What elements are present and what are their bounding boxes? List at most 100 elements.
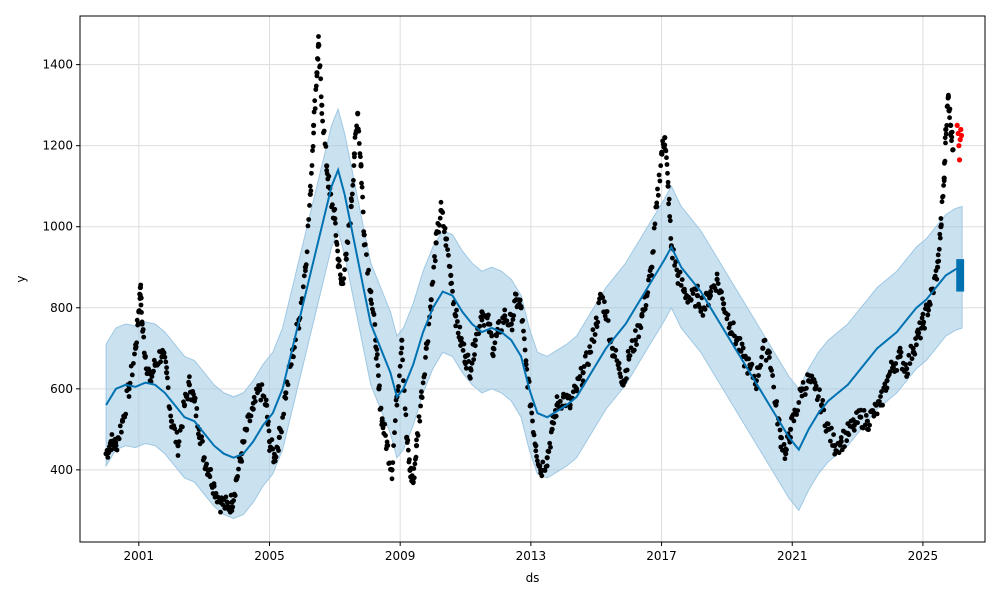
observed-point — [672, 263, 677, 268]
observed-point — [949, 134, 955, 140]
observed-point — [508, 321, 514, 327]
observed-point — [866, 427, 871, 433]
observed-point — [867, 422, 872, 428]
observed-point — [403, 412, 409, 418]
observed-point — [431, 264, 437, 270]
observed-point — [416, 414, 422, 419]
observed-point — [820, 398, 826, 403]
observed-point — [542, 468, 548, 473]
observed-point — [199, 434, 205, 440]
observed-point — [471, 357, 477, 362]
observed-point — [890, 361, 897, 368]
observed-point — [925, 305, 931, 311]
observed-point — [540, 459, 546, 465]
observed-point — [318, 94, 324, 100]
observed-point — [229, 508, 235, 514]
observed-point — [366, 267, 371, 273]
observed-point — [915, 333, 921, 339]
observed-point — [288, 362, 294, 367]
observed-point — [266, 438, 273, 445]
observed-point — [449, 280, 454, 286]
observed-point — [590, 327, 596, 333]
x-tick-label: 2021 — [777, 549, 808, 563]
observed-point — [218, 509, 223, 515]
observed-point — [422, 372, 428, 377]
observed-point — [252, 399, 258, 404]
holdout-point — [954, 122, 960, 128]
observed-point — [760, 345, 766, 351]
observed-point — [651, 249, 656, 254]
observed-point — [137, 284, 143, 291]
observed-point — [659, 151, 665, 157]
observed-point — [593, 321, 599, 327]
observed-point — [922, 325, 927, 331]
observed-point — [453, 313, 459, 319]
observed-point — [317, 63, 323, 69]
observed-point — [390, 460, 396, 465]
observed-point — [936, 258, 942, 264]
observed-point — [307, 183, 313, 189]
y-tick-label: 600 — [50, 382, 73, 396]
observed-point — [211, 483, 217, 489]
observed-point — [862, 422, 868, 428]
observed-point — [369, 301, 374, 306]
observed-point — [842, 444, 847, 449]
observed-point — [878, 394, 883, 399]
observed-point — [861, 408, 867, 413]
observed-point — [770, 373, 775, 378]
observed-point — [384, 443, 390, 449]
observed-point — [773, 402, 779, 408]
observed-point — [935, 264, 941, 270]
observed-point — [800, 380, 806, 385]
observed-point — [643, 303, 649, 308]
observed-point — [276, 434, 282, 440]
observed-point — [359, 184, 365, 190]
observed-point — [428, 297, 434, 303]
observed-point — [314, 70, 320, 76]
observed-point — [193, 413, 199, 419]
observed-point — [270, 446, 276, 452]
observed-point — [681, 289, 688, 295]
observed-point — [460, 348, 466, 353]
observed-point — [135, 320, 141, 326]
observed-point — [359, 180, 364, 186]
observed-point — [109, 432, 115, 437]
observed-point — [450, 288, 455, 294]
y-tick-label: 1400 — [42, 58, 73, 72]
observed-point — [746, 356, 752, 362]
observed-point — [320, 118, 325, 124]
observed-point — [310, 148, 315, 154]
interval-band — [105, 107, 963, 520]
observed-point — [138, 295, 144, 301]
observed-point — [442, 225, 448, 231]
observed-point — [509, 327, 515, 333]
observed-point — [437, 222, 442, 228]
observed-point — [181, 402, 188, 408]
observed-point — [941, 175, 947, 181]
observed-point — [399, 337, 405, 343]
observed-point — [749, 361, 755, 367]
observed-point — [445, 247, 450, 253]
observed-point — [533, 448, 539, 454]
observed-point — [914, 342, 919, 348]
observed-point — [778, 434, 784, 440]
observed-point — [438, 207, 444, 214]
observed-point — [438, 199, 444, 205]
observed-point — [639, 313, 645, 319]
observed-point — [257, 386, 263, 392]
observed-point — [229, 499, 235, 505]
observed-point — [351, 178, 356, 183]
observed-point — [950, 147, 956, 153]
observed-point — [307, 203, 312, 208]
observed-point — [816, 394, 821, 400]
observed-point — [358, 163, 364, 169]
observed-point — [925, 312, 931, 318]
observed-point — [164, 370, 170, 376]
observed-point — [802, 392, 808, 397]
observed-point — [134, 340, 140, 346]
observed-point — [350, 182, 356, 188]
observed-point — [313, 87, 319, 92]
observed-point — [938, 216, 944, 221]
observed-point — [186, 382, 192, 388]
observed-point — [319, 102, 325, 108]
